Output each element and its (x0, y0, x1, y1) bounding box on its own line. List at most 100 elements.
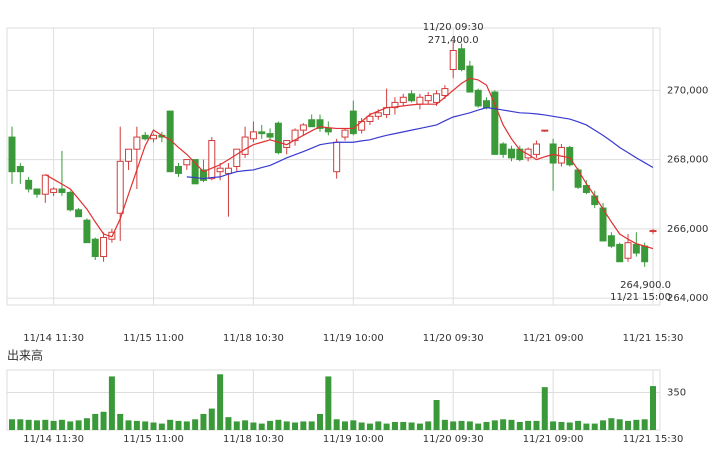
candle-body (433, 93, 441, 103)
x-tick-label: 11/21 09:00 (523, 434, 584, 445)
candle-body (249, 131, 257, 140)
candle-body (141, 134, 149, 140)
volume-bar (408, 422, 415, 430)
candle-body (549, 143, 557, 164)
volume-bar (333, 419, 340, 430)
volume-bar (533, 420, 540, 430)
candle-body (649, 230, 657, 233)
candle-body (532, 143, 540, 155)
volume-bar (175, 420, 182, 430)
volume-bar (600, 420, 607, 430)
candle-body (258, 131, 266, 135)
volume-bar (300, 421, 307, 430)
x-tick-label: 11/18 10:30 (223, 333, 284, 344)
volume-bar (366, 423, 373, 430)
candle-body (233, 148, 241, 167)
volume-bar (400, 421, 407, 430)
volume-bar (75, 420, 82, 430)
volume-bar (608, 418, 615, 430)
candle-body (491, 91, 499, 155)
volume-bar (133, 420, 140, 430)
moving-average (44, 77, 654, 250)
volume-bar (641, 419, 648, 430)
candle-body (25, 179, 33, 190)
candle-body (566, 146, 574, 166)
volume-bar (158, 423, 165, 430)
volume-bar (275, 419, 282, 430)
candle-body (41, 174, 49, 195)
volume-bar (500, 419, 507, 430)
candle-body (641, 245, 649, 263)
volume-bar (650, 386, 656, 430)
candle-body (349, 110, 357, 135)
candle-body (474, 89, 482, 107)
candle-body (299, 124, 307, 131)
candle-body (308, 119, 316, 128)
candle-body (266, 133, 274, 138)
candle-body (324, 127, 332, 133)
candle-body (408, 93, 416, 102)
volume-bar (125, 420, 132, 430)
volume-bar (9, 419, 15, 430)
annotation: 264,900.0 (620, 280, 671, 291)
volume-bar (42, 419, 49, 430)
volume-bar (150, 422, 157, 430)
candle-body (458, 48, 466, 71)
volume-bar (391, 421, 398, 430)
x-tick-label: 11/20 09:30 (423, 434, 484, 445)
candle-body (441, 88, 449, 97)
y-tick-label: 266,000 (667, 224, 708, 235)
candle-body (50, 188, 58, 193)
annotation: 11/21 15:00 (610, 292, 671, 303)
candle-body (483, 100, 491, 109)
candle-body (150, 134, 158, 140)
candle-body (449, 50, 457, 71)
volume-bar (566, 422, 573, 430)
volume-bar (458, 420, 465, 430)
candle-body (374, 112, 382, 117)
candle-body (199, 169, 207, 181)
x-tick-label: 11/19 10:00 (323, 434, 384, 445)
volume-bar (217, 374, 224, 430)
volume-bar (167, 419, 174, 430)
candle-body (224, 167, 232, 174)
candle-body (316, 119, 324, 129)
moving-average (186, 107, 654, 180)
volume-bar (375, 421, 382, 430)
x-tick-label: 11/20 09:30 (423, 333, 484, 344)
volume-bar (142, 421, 149, 430)
volume-bar (575, 420, 582, 430)
volume-bar (283, 421, 290, 430)
candle-body (8, 136, 16, 173)
volume-bar (475, 423, 482, 430)
volume-bar (100, 411, 107, 430)
volume-bar (383, 423, 390, 430)
volume-bar (341, 421, 348, 430)
x-tick-label: 11/14 11:30 (23, 434, 84, 445)
y-tick-label: 268,000 (667, 155, 708, 166)
candle-body (66, 191, 74, 211)
volume-bar (558, 421, 565, 430)
volume-bar (416, 423, 423, 430)
volume-bar (117, 413, 124, 430)
candle-body (166, 110, 174, 173)
volume-bar (550, 421, 557, 430)
volume-frame (6, 369, 661, 431)
candle-body (366, 115, 374, 122)
candle-body (416, 96, 424, 105)
y-tick-label: 264,000 (667, 293, 708, 304)
candle-body (216, 167, 224, 173)
volume-bar (67, 421, 74, 430)
candle-body (33, 188, 41, 195)
volume-bar (242, 420, 249, 430)
volume-bar (33, 420, 40, 430)
candle-body (100, 236, 108, 258)
x-tick-label: 11/15 11:00 (123, 434, 184, 445)
volume-bar (425, 421, 432, 430)
volume-bar (483, 421, 490, 430)
candle-body (191, 159, 199, 185)
candle-body (241, 136, 249, 155)
volume-bar (516, 421, 523, 430)
volume-bar (50, 420, 57, 430)
